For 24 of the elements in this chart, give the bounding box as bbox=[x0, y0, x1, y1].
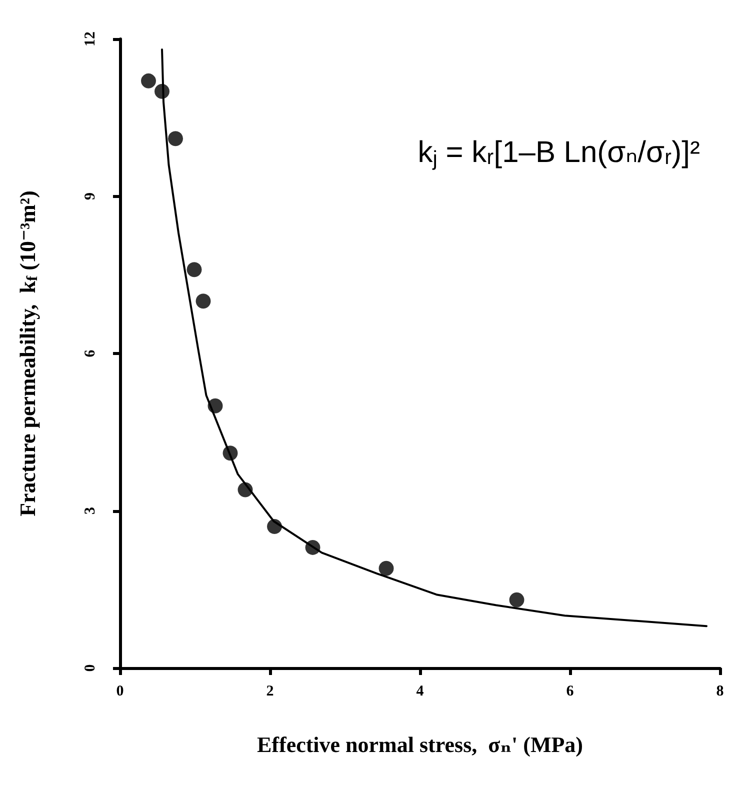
point bbox=[267, 518, 282, 534]
point bbox=[168, 131, 183, 146]
y-tick-label: 0 bbox=[82, 664, 98, 672]
point bbox=[378, 560, 394, 576]
x-tick-label: 0 bbox=[116, 684, 124, 700]
point bbox=[222, 446, 238, 461]
point bbox=[141, 73, 156, 88]
point bbox=[305, 540, 320, 555]
point bbox=[196, 294, 211, 309]
x-tick-label: 2 bbox=[266, 684, 274, 700]
y-tick-label: 6 bbox=[82, 349, 98, 358]
point bbox=[186, 262, 202, 278]
x-tick-label: 4 bbox=[416, 684, 424, 700]
point bbox=[208, 398, 223, 414]
y-axis-title: Fracture permeability, kf (10⁻³m²) bbox=[15, 190, 42, 516]
x-tick-label: 6 bbox=[566, 684, 574, 700]
y-tick-label: 3 bbox=[82, 507, 98, 514]
x-tick-label: 8 bbox=[716, 684, 724, 700]
point bbox=[154, 84, 170, 99]
y-tick-label: 12 bbox=[82, 32, 98, 46]
y-tick-label: 9 bbox=[82, 192, 98, 200]
x-axis-title: Effective normal stress, σₙ' (MPa) bbox=[257, 732, 583, 757]
point bbox=[238, 482, 253, 498]
point bbox=[509, 592, 524, 608]
